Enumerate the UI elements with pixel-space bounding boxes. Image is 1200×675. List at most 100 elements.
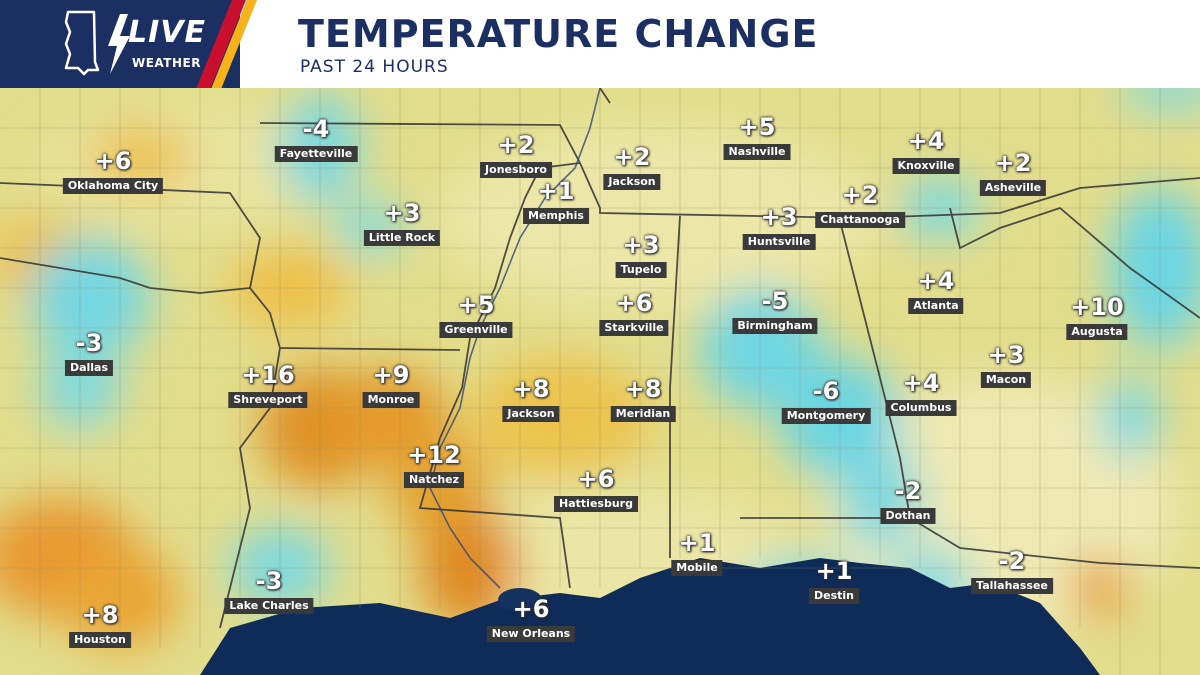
temp-change-value: -2 — [894, 477, 922, 505]
city-name: Birmingham — [732, 318, 818, 334]
temp-change-value: +1 — [815, 557, 853, 585]
city-label: +12 Natchez — [403, 441, 465, 488]
temp-change-value: +10 — [1070, 293, 1124, 321]
temperature-change-map: +6 Oklahoma City -4 Fayetteville +2 Jonesbo… — [0, 88, 1200, 675]
city-label: -4 Fayetteville — [274, 115, 358, 162]
city-name: Lake Charles — [224, 598, 314, 614]
city-label: +8 Houston — [69, 602, 131, 648]
city-label: -2 Dothan — [880, 477, 936, 524]
city-name: Little Rock — [363, 230, 441, 246]
mississippi-outline-icon — [64, 10, 100, 76]
city-label: -2 Tallahassee — [971, 548, 1053, 594]
station-logo: LIVE WEATHER — [0, 0, 240, 88]
city-name: Macon — [980, 372, 1032, 388]
logo-live-text: LIVE — [128, 15, 206, 50]
city-name: Montgomery — [781, 408, 871, 424]
lightning-bolt-icon — [108, 14, 130, 74]
temp-change-value: +8 — [512, 375, 550, 403]
city-name: Atlanta — [908, 298, 964, 314]
temp-change-value: +5 — [738, 113, 776, 141]
temp-change-value: -4 — [302, 115, 330, 143]
city-label: +10 Augusta — [1066, 293, 1128, 340]
temp-change-value: +2 — [994, 149, 1032, 177]
city-name: Dallas — [64, 360, 114, 376]
city-label: +4 Columbus — [885, 369, 957, 416]
city-label: +1 Memphis — [523, 178, 589, 224]
city-label: +5 Greenville — [439, 291, 513, 338]
temp-change-value: +3 — [383, 199, 421, 227]
temp-change-value: +2 — [613, 143, 651, 171]
city-label: +1 Mobile — [671, 529, 723, 576]
temp-change-value: +3 — [987, 341, 1025, 369]
city-name: Tupelo — [615, 262, 667, 278]
city-label: -5 Birmingham — [732, 287, 818, 334]
city-name: Asheville — [979, 180, 1047, 196]
page-title: TEMPERATURE CHANGE — [298, 12, 819, 56]
city-name: Memphis — [523, 208, 589, 224]
temp-change-value: +4 — [917, 267, 955, 295]
city-label: -3 Lake Charles — [224, 567, 314, 614]
city-label: +3 Tupelo — [615, 231, 667, 278]
page-subtitle: PAST 24 HOURS — [300, 57, 449, 77]
temp-change-value: +3 — [760, 203, 798, 231]
city-label: +2 Asheville — [979, 149, 1047, 196]
city-label: +9 Monroe — [362, 361, 420, 408]
temp-change-value: -3 — [255, 567, 283, 595]
temp-change-value: +3 — [622, 231, 660, 259]
city-label: +2 Chattanooga — [815, 182, 905, 228]
city-label: +8 Jackson — [502, 375, 560, 422]
city-label: +2 Jonesboro — [480, 132, 552, 178]
city-name: Dothan — [880, 508, 936, 524]
city-name: New Orleans — [486, 626, 576, 642]
temp-change-value: +6 — [577, 465, 615, 493]
city-name: Tallahassee — [971, 578, 1053, 594]
city-name: Monroe — [362, 392, 420, 408]
temp-change-value: +5 — [457, 291, 495, 319]
temp-change-value: +6 — [615, 289, 653, 317]
city-label: +1 Destin — [809, 558, 859, 604]
city-name: Knoxville — [892, 158, 960, 174]
city-label: +4 Atlanta — [908, 267, 964, 314]
city-name: Fayetteville — [274, 146, 358, 162]
temp-change-value: +8 — [81, 601, 119, 629]
city-name: Houston — [69, 632, 131, 648]
city-name: Hattiesburg — [554, 496, 638, 512]
city-label: +2 Jackson — [603, 143, 661, 190]
city-name: Augusta — [1066, 324, 1128, 340]
city-label: +8 Meridian — [610, 375, 676, 422]
city-label: +6 Oklahoma City — [62, 147, 164, 194]
city-label: -6 Montgomery — [781, 378, 871, 424]
temp-change-value: +1 — [537, 177, 575, 205]
city-label: +16 Shreveport — [228, 361, 308, 408]
temp-change-value: +8 — [624, 375, 662, 403]
temp-change-value: -5 — [761, 287, 789, 315]
city-label: +6 New Orleans — [486, 596, 576, 642]
temp-change-value: +4 — [907, 127, 945, 155]
city-name: Nashville — [723, 144, 791, 160]
city-name: Starkville — [599, 320, 669, 336]
city-name: Jonesboro — [480, 162, 552, 178]
city-label: +3 Macon — [980, 341, 1032, 388]
temp-change-value: +6 — [94, 147, 132, 175]
temp-change-value: +1 — [678, 529, 716, 557]
city-label: +5 Nashville — [723, 113, 791, 160]
temp-change-value: +9 — [372, 361, 410, 389]
city-name: Meridian — [610, 406, 676, 422]
city-name: Jackson — [603, 174, 661, 190]
city-label: +4 Knoxville — [892, 127, 960, 174]
temp-change-value: +16 — [241, 361, 295, 389]
temp-change-value: +2 — [497, 131, 535, 159]
city-name: Shreveport — [228, 392, 308, 408]
city-name: Jackson — [502, 406, 560, 422]
city-label: +6 Starkville — [599, 289, 669, 336]
city-name: Destin — [809, 588, 859, 604]
city-label: +3 Huntsville — [742, 203, 816, 250]
header: LIVE WEATHER TEMPERATURE CHANGE PAST 24 … — [0, 0, 1200, 100]
city-label: +3 Little Rock — [363, 199, 441, 246]
temp-change-value: +4 — [902, 369, 940, 397]
temp-change-value: -2 — [998, 547, 1026, 575]
logo-weather-text: WEATHER — [132, 56, 201, 70]
temp-change-value: +12 — [407, 441, 461, 469]
city-name: Oklahoma City — [62, 178, 164, 194]
temp-change-value: -3 — [75, 329, 103, 357]
